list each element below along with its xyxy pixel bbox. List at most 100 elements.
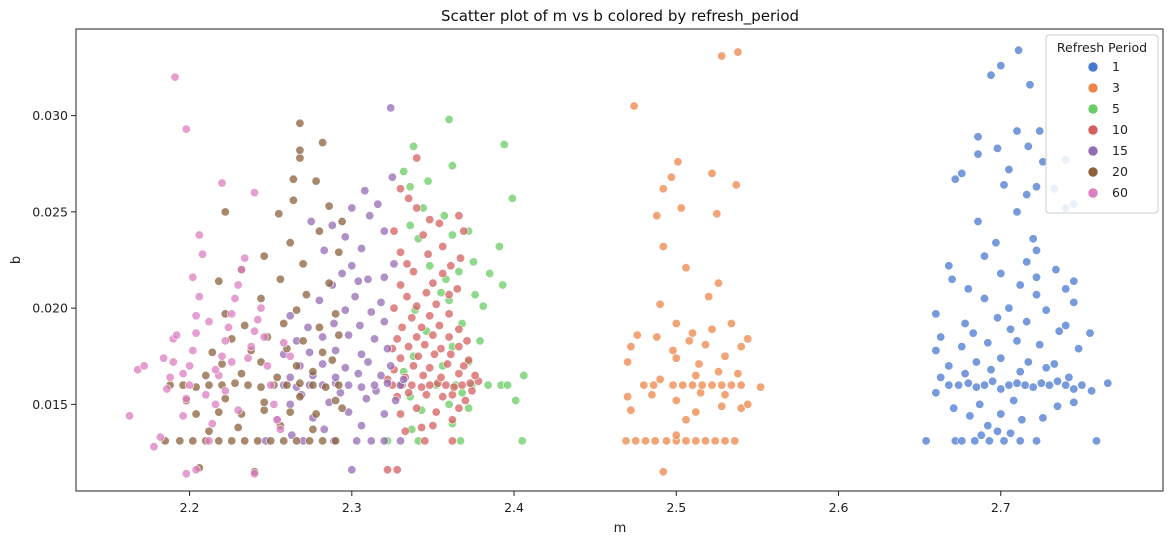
data-point-3-1 — [631, 436, 641, 446]
data-point-10-43 — [429, 349, 439, 359]
data-point-1-52 — [1049, 359, 1059, 369]
data-point-10-79 — [438, 242, 448, 252]
x-tick-label-2: 2.4 — [504, 500, 524, 515]
data-point-15-42 — [386, 361, 396, 371]
data-point-3-40 — [623, 357, 633, 367]
data-point-3-29 — [687, 380, 697, 390]
data-point-60-50 — [191, 465, 201, 475]
data-point-60-30 — [237, 265, 247, 275]
data-point-10-54 — [444, 332, 454, 342]
data-point-1-41 — [1087, 386, 1097, 396]
data-point-15-63 — [353, 276, 363, 286]
data-point-20-74 — [298, 259, 308, 269]
data-point-20-79 — [337, 217, 347, 227]
data-point-20-37 — [230, 378, 240, 388]
data-point-15-78 — [360, 186, 370, 196]
data-point-10-44 — [446, 349, 456, 359]
data-point-15-65 — [337, 268, 347, 278]
data-point-15-53 — [329, 318, 339, 328]
data-point-20-44 — [321, 382, 331, 392]
data-point-10-42 — [413, 351, 423, 361]
data-point-60-32 — [243, 353, 253, 363]
data-point-1-54 — [957, 342, 967, 352]
data-point-15-72 — [379, 226, 389, 236]
data-point-60-56 — [285, 351, 295, 361]
data-point-15-36 — [376, 370, 386, 380]
data-point-1-40 — [1103, 378, 1113, 388]
data-point-60-13 — [185, 361, 195, 371]
data-point-1-106 — [1035, 126, 1045, 136]
legend-marker-1 — [1087, 61, 1099, 73]
data-point-3-56 — [655, 299, 665, 309]
chart-title: Scatter plot of m vs b colored by refres… — [441, 7, 799, 26]
data-point-15-60 — [350, 292, 360, 302]
data-point-60-48 — [217, 178, 227, 188]
data-point-1-48 — [944, 361, 954, 371]
data-point-15-18 — [391, 395, 401, 405]
data-point-60-21 — [207, 419, 217, 429]
data-point-20-61 — [334, 330, 344, 340]
data-point-1-63 — [1085, 328, 1095, 338]
data-point-3-68 — [673, 157, 683, 167]
data-point-3-28 — [678, 380, 688, 390]
data-point-60-54 — [181, 124, 191, 134]
data-point-15-69 — [319, 245, 329, 255]
data-point-10-1 — [392, 465, 402, 475]
data-point-20-42 — [295, 378, 305, 388]
data-point-60-17 — [194, 292, 204, 302]
data-point-60-29 — [233, 280, 243, 290]
data-point-3-50 — [652, 332, 662, 342]
data-point-15-40 — [340, 363, 350, 373]
data-point-1-83 — [1051, 265, 1061, 275]
data-point-10-51 — [392, 334, 402, 344]
data-point-10-82 — [389, 226, 399, 236]
data-point-3-51 — [687, 328, 697, 338]
data-point-1-109 — [1014, 45, 1024, 55]
data-point-1-3 — [970, 436, 980, 446]
data-point-20-46 — [201, 370, 211, 380]
data-point-15-70 — [356, 244, 366, 254]
data-point-3-37 — [691, 370, 701, 380]
data-point-20-7 — [253, 436, 263, 446]
data-point-3-14 — [626, 405, 636, 415]
data-point-15-34 — [331, 372, 341, 382]
data-point-3-57 — [704, 292, 714, 302]
data-point-3-24 — [720, 390, 730, 400]
data-point-60-28 — [230, 293, 240, 303]
data-point-3-62 — [676, 203, 686, 213]
data-point-3-47 — [700, 340, 710, 350]
data-point-15-52 — [303, 322, 313, 332]
data-point-20-72 — [324, 278, 334, 288]
data-point-10-66 — [402, 292, 412, 302]
data-point-60-16 — [191, 311, 201, 321]
legend-label-20: 20 — [1112, 164, 1128, 179]
data-point-1-13 — [1017, 415, 1027, 425]
data-point-10-11 — [454, 403, 464, 413]
data-point-5-51 — [444, 115, 454, 125]
data-point-1-34 — [1036, 378, 1046, 388]
data-point-15-44 — [305, 347, 315, 357]
data-point-1-94 — [950, 174, 960, 184]
data-point-1-21 — [1069, 397, 1079, 407]
data-point-15-30 — [382, 378, 392, 388]
data-point-60-15 — [191, 328, 201, 338]
data-point-1-97 — [957, 168, 967, 178]
data-point-20-88 — [318, 138, 328, 148]
x-tick-label-5: 2.7 — [991, 500, 1011, 515]
data-point-1-65 — [992, 313, 1002, 323]
data-point-1-55 — [983, 338, 993, 348]
data-point-1-104 — [973, 132, 983, 142]
data-point-10-38 — [425, 363, 435, 373]
data-point-3-19 — [743, 399, 753, 409]
data-point-5-33 — [498, 280, 508, 290]
data-point-3-4 — [661, 436, 671, 446]
data-point-15-4 — [366, 436, 376, 446]
data-point-10-25 — [441, 380, 451, 390]
data-point-20-69 — [301, 290, 311, 300]
data-point-1-80 — [1069, 276, 1079, 286]
data-point-60-24 — [217, 351, 227, 361]
data-point-5-49 — [447, 161, 457, 171]
data-point-5-37 — [425, 261, 435, 271]
data-point-5-18 — [503, 380, 513, 390]
data-point-3-61 — [652, 211, 662, 221]
